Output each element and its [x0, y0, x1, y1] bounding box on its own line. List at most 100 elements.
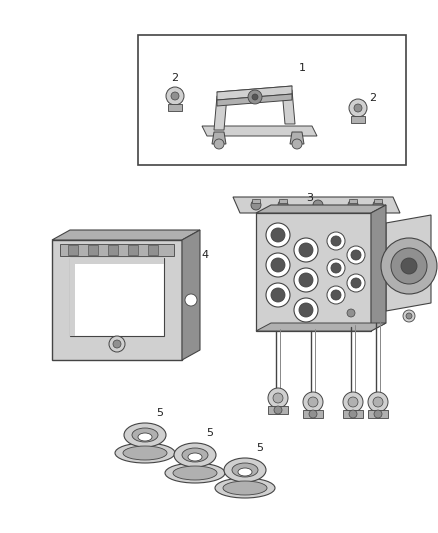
Ellipse shape	[238, 468, 252, 476]
Circle shape	[278, 200, 288, 210]
Circle shape	[327, 286, 345, 304]
Bar	[303, 410, 323, 418]
Bar	[68, 245, 78, 255]
Circle shape	[292, 139, 302, 149]
Circle shape	[401, 258, 417, 274]
Bar	[268, 406, 288, 414]
Circle shape	[271, 258, 285, 272]
Circle shape	[373, 200, 383, 210]
Circle shape	[348, 397, 358, 407]
Bar	[349, 199, 357, 203]
Bar	[279, 199, 287, 203]
Circle shape	[251, 200, 261, 210]
Circle shape	[214, 139, 224, 149]
Text: 2: 2	[171, 73, 179, 83]
Circle shape	[266, 253, 290, 277]
Polygon shape	[290, 132, 304, 144]
Ellipse shape	[174, 443, 216, 467]
Circle shape	[248, 90, 262, 104]
Circle shape	[309, 410, 317, 418]
Polygon shape	[214, 96, 227, 130]
Circle shape	[343, 392, 363, 412]
Ellipse shape	[173, 466, 217, 480]
Polygon shape	[202, 126, 317, 136]
Bar	[368, 410, 388, 418]
Bar	[108, 245, 118, 255]
Polygon shape	[256, 323, 386, 331]
Polygon shape	[217, 94, 292, 106]
Text: 5: 5	[206, 428, 213, 438]
Circle shape	[349, 99, 367, 117]
Bar	[374, 199, 382, 203]
Text: 4: 4	[201, 250, 208, 260]
Ellipse shape	[115, 443, 175, 463]
Polygon shape	[256, 213, 371, 331]
Circle shape	[171, 92, 179, 100]
Bar	[343, 410, 363, 418]
Circle shape	[266, 283, 290, 307]
Polygon shape	[371, 205, 386, 331]
Circle shape	[348, 200, 358, 210]
Circle shape	[349, 410, 357, 418]
Circle shape	[354, 104, 362, 112]
Bar	[88, 245, 98, 255]
Ellipse shape	[223, 481, 267, 495]
Circle shape	[266, 223, 290, 247]
Ellipse shape	[123, 446, 167, 460]
Bar	[138, 35, 406, 165]
Circle shape	[347, 274, 365, 292]
Ellipse shape	[224, 458, 266, 482]
Text: 5: 5	[156, 408, 163, 418]
Bar	[128, 245, 138, 255]
Circle shape	[299, 273, 313, 287]
Circle shape	[403, 310, 415, 322]
Circle shape	[294, 268, 318, 292]
Bar	[351, 116, 365, 123]
Ellipse shape	[165, 463, 225, 483]
Ellipse shape	[188, 453, 202, 461]
Bar	[252, 199, 260, 203]
Ellipse shape	[182, 448, 208, 462]
Circle shape	[351, 278, 361, 288]
Text: 3: 3	[307, 193, 314, 203]
Circle shape	[294, 298, 318, 322]
Ellipse shape	[138, 433, 152, 441]
Circle shape	[166, 87, 184, 105]
Circle shape	[327, 232, 345, 250]
Circle shape	[331, 263, 341, 273]
Circle shape	[391, 248, 427, 284]
Ellipse shape	[232, 463, 258, 477]
Text: 1: 1	[299, 63, 305, 73]
Circle shape	[327, 259, 345, 277]
Circle shape	[308, 397, 318, 407]
Circle shape	[351, 250, 361, 260]
Circle shape	[274, 406, 282, 414]
Polygon shape	[52, 240, 182, 360]
Ellipse shape	[215, 478, 275, 498]
Polygon shape	[386, 215, 431, 311]
Circle shape	[303, 392, 323, 412]
Polygon shape	[256, 205, 386, 213]
Circle shape	[299, 243, 313, 257]
Circle shape	[271, 228, 285, 242]
Bar	[148, 245, 158, 255]
Circle shape	[368, 392, 388, 412]
Circle shape	[347, 309, 355, 317]
Ellipse shape	[124, 423, 166, 447]
Bar	[70, 258, 164, 336]
Circle shape	[268, 388, 288, 408]
Circle shape	[273, 393, 283, 403]
Circle shape	[406, 313, 412, 319]
Circle shape	[113, 340, 121, 348]
Circle shape	[331, 236, 341, 246]
Circle shape	[252, 94, 258, 100]
Bar	[70, 258, 75, 336]
Circle shape	[294, 238, 318, 262]
Circle shape	[381, 238, 437, 294]
Polygon shape	[182, 230, 200, 360]
Text: 2: 2	[369, 93, 377, 103]
Circle shape	[373, 397, 383, 407]
Bar	[168, 104, 182, 111]
Ellipse shape	[132, 428, 158, 442]
Polygon shape	[52, 230, 200, 240]
